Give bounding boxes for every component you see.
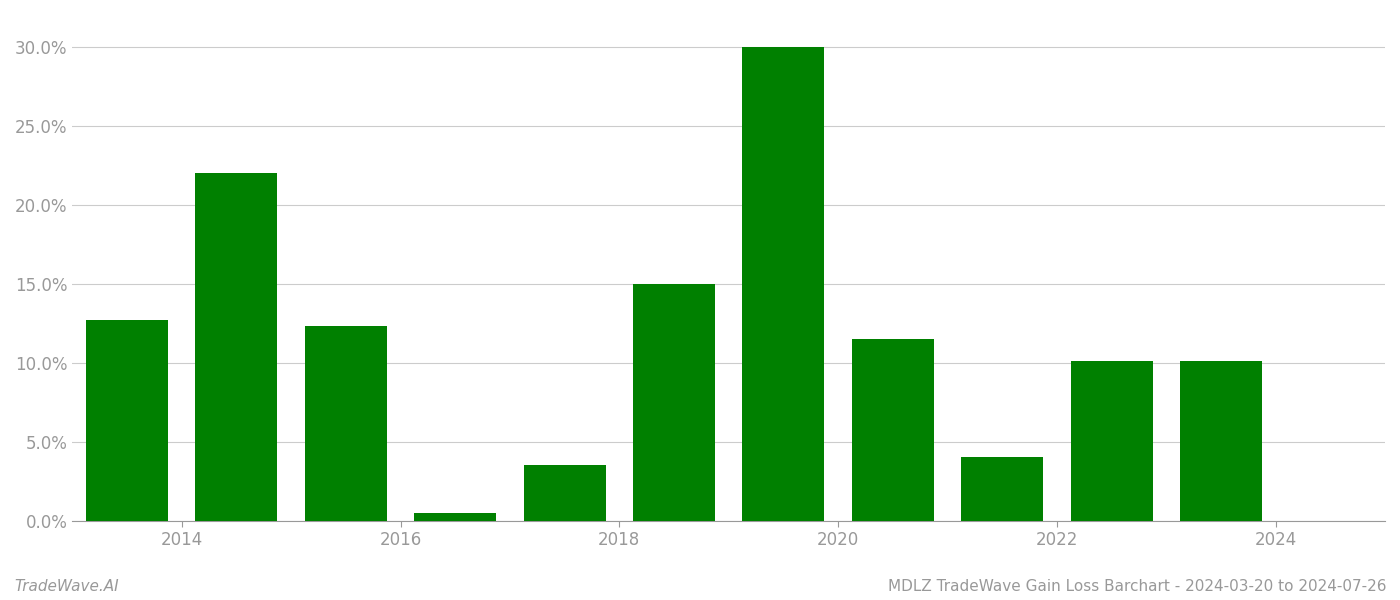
Bar [85,320,168,521]
Bar [962,457,1043,521]
Bar [1180,361,1261,521]
Bar [305,326,386,521]
Bar [196,173,277,521]
Bar [742,47,825,521]
Bar [414,512,496,521]
Bar [1071,361,1152,521]
Text: MDLZ TradeWave Gain Loss Barchart - 2024-03-20 to 2024-07-26: MDLZ TradeWave Gain Loss Barchart - 2024… [888,579,1386,594]
Bar [851,339,934,521]
Text: TradeWave.AI: TradeWave.AI [14,579,119,594]
Bar [633,284,715,521]
Bar [524,465,606,521]
